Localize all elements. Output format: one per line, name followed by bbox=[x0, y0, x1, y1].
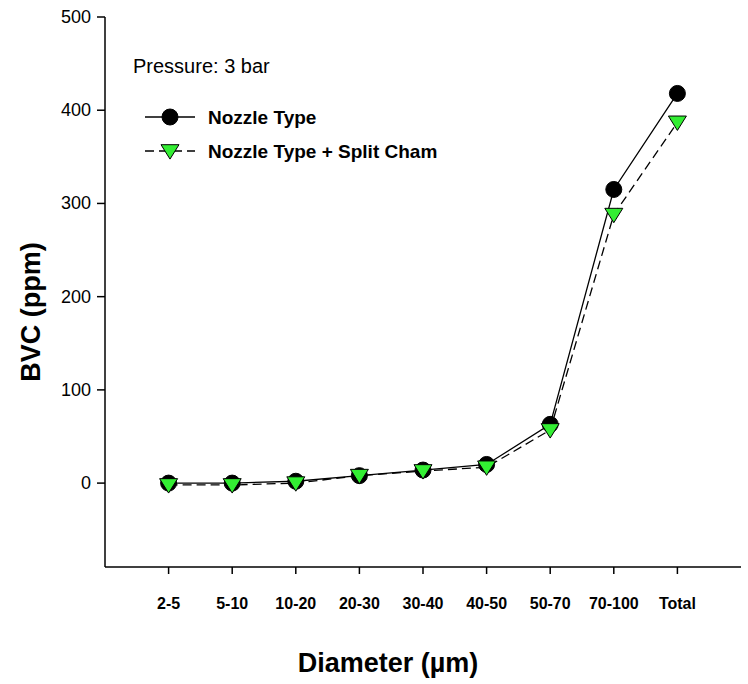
legend: Nozzle Type Nozzle Type + Split Cham bbox=[145, 107, 437, 162]
y-tick-label: 100 bbox=[61, 380, 91, 400]
x-tick bbox=[486, 567, 488, 574]
x-tick-label: Total bbox=[659, 595, 696, 612]
y-tick bbox=[97, 16, 105, 18]
y-tick bbox=[97, 296, 105, 298]
y-tick-label: 500 bbox=[61, 7, 91, 27]
y-tick bbox=[97, 482, 105, 484]
y-tick-label: 200 bbox=[61, 287, 91, 307]
x-tick bbox=[359, 567, 361, 574]
y-axis bbox=[104, 17, 106, 567]
y-axis-label: BVC (ppm) bbox=[16, 242, 46, 381]
x-tick-label: 40-50 bbox=[466, 595, 507, 612]
x-tick bbox=[295, 567, 297, 574]
x-tick bbox=[168, 567, 170, 574]
data-point bbox=[669, 85, 685, 101]
data-point bbox=[606, 181, 622, 197]
y-tick bbox=[97, 109, 105, 111]
series-line bbox=[169, 122, 678, 485]
chart: 0 100 200 300 400 500 2-5 5-10 10-20 20-30 30-40 40… bbox=[0, 0, 748, 684]
legend-label: Nozzle Type + Split Cham bbox=[208, 141, 437, 162]
x-tick-label: 10-20 bbox=[275, 595, 316, 612]
x-tick bbox=[677, 567, 679, 574]
x-tick-label: 30-40 bbox=[403, 595, 444, 612]
legend-marker bbox=[162, 109, 178, 125]
x-tick-label: 5-10 bbox=[216, 595, 248, 612]
annotation: Pressure: 3 bar bbox=[133, 55, 270, 77]
x-tick-label: 50-70 bbox=[530, 595, 571, 612]
series bbox=[160, 116, 687, 493]
y-tick-label: 400 bbox=[61, 100, 91, 120]
x-tick bbox=[422, 567, 424, 574]
y-tick bbox=[97, 389, 105, 391]
data-point bbox=[223, 479, 241, 493]
legend-marker bbox=[161, 145, 179, 159]
series-line bbox=[169, 93, 678, 483]
plot-area bbox=[160, 85, 687, 493]
data-point bbox=[350, 469, 368, 483]
data-point bbox=[160, 479, 178, 493]
x-tick-label: 20-30 bbox=[339, 595, 380, 612]
y-tick-label: 0 bbox=[81, 473, 91, 493]
x-tick bbox=[231, 567, 233, 574]
x-axis-label: Diameter (µm) bbox=[298, 648, 479, 678]
data-point bbox=[414, 465, 432, 479]
x-tick bbox=[613, 567, 615, 574]
y-tick bbox=[97, 203, 105, 205]
x-tick bbox=[549, 567, 551, 574]
data-point bbox=[351, 468, 367, 484]
data-point bbox=[541, 424, 559, 438]
data-point bbox=[287, 477, 305, 491]
x-tick-label: 2-5 bbox=[157, 595, 180, 612]
legend-label: Nozzle Type bbox=[208, 107, 316, 128]
y-tick-label: 300 bbox=[61, 193, 91, 213]
data-point bbox=[668, 116, 686, 130]
data-point bbox=[478, 461, 496, 475]
data-point bbox=[605, 208, 623, 222]
series bbox=[161, 85, 686, 491]
x-tick-label: 70-100 bbox=[589, 595, 639, 612]
